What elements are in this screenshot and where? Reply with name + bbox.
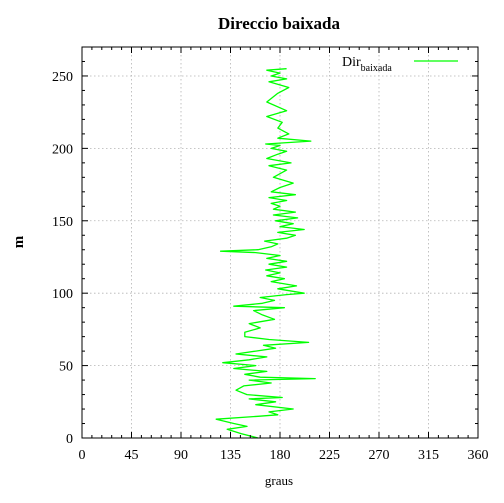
y-tick-label: 100 [52,287,73,302]
y-tick-label: 150 [52,215,73,230]
x-tick-label: 45 [125,448,139,463]
series-layer [215,68,316,439]
x-tick-label: 315 [418,448,439,463]
legend-label: Dirbaixada [342,55,392,74]
x-tick-label: 225 [319,448,340,463]
axis-ticks [81,46,479,439]
x-tick-label: 180 [270,448,291,463]
x-tick-labels: 0 45 90 135 180 225 270 315 360 [79,448,489,463]
x-tick-label: 270 [369,448,390,463]
y-tick-labels: 0 50 100 150 200 250 [52,70,73,447]
x-tick-label: 135 [220,448,241,463]
x-tick-label: 90 [174,448,188,463]
y-tick-label: 50 [59,360,73,375]
legend-series-name: Dir [342,55,361,70]
legend: Dirbaixada [342,55,458,74]
x-axis-label: graus [265,473,293,488]
y-tick-label: 250 [52,70,73,85]
x-tick-label: 0 [79,448,86,463]
legend-series-subscript: baixada [361,63,393,74]
y-tick-label: 200 [52,142,73,157]
series-line [215,68,316,439]
chart-title: Direccio baixada [218,14,340,33]
x-tick-label: 360 [468,448,489,463]
y-tick-label: 0 [66,432,73,447]
y-axis-label: m [11,235,27,248]
